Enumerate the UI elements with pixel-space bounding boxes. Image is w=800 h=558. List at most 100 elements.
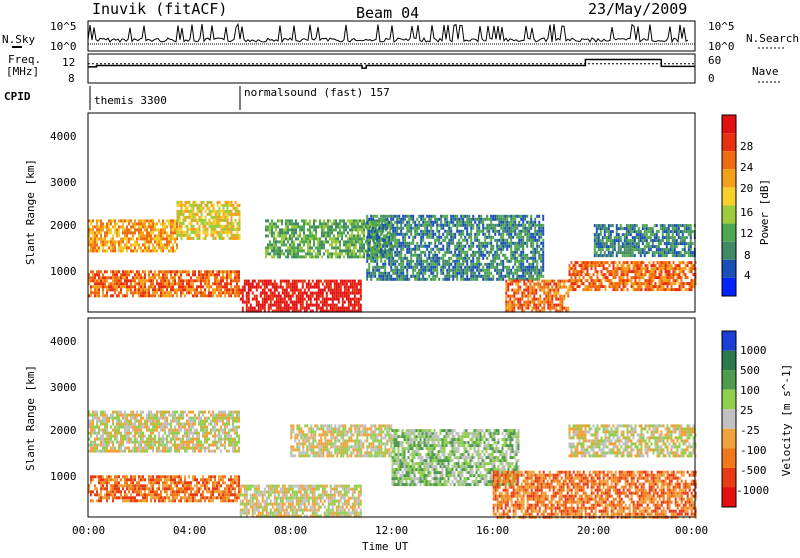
heat-cell [252, 283, 254, 286]
heat-cell [221, 231, 223, 234]
heat-cell [174, 240, 176, 243]
heat-cell [314, 292, 316, 295]
heat-cell [534, 224, 536, 227]
heat-cell [454, 248, 456, 251]
heat-cell [301, 246, 303, 249]
heat-cell [547, 292, 549, 295]
heat-cell [390, 248, 392, 251]
heat-cell [110, 282, 112, 285]
heat-cell [200, 282, 202, 285]
heat-cell [551, 295, 553, 298]
heat-cell [142, 288, 144, 291]
heat-cell [242, 301, 244, 304]
heat-cell [541, 289, 543, 292]
power-cbar-tick-4: 4 [744, 269, 751, 282]
heat-cell [282, 289, 284, 292]
heat-cell [146, 246, 148, 249]
heat-cell [460, 248, 462, 251]
heat-cell [128, 285, 130, 288]
heat-cell [622, 254, 624, 257]
heat-cell [689, 261, 691, 264]
heat-cell [313, 243, 315, 246]
heat-cell [384, 245, 386, 248]
heat-cell [239, 225, 241, 228]
heat-cell [632, 254, 634, 257]
heat-cell [98, 285, 100, 288]
heat-cell [200, 273, 202, 276]
heat-cell [144, 282, 146, 285]
heat-cell [356, 292, 358, 295]
heat-cell [214, 291, 216, 294]
heat-cell [295, 246, 297, 249]
heat-cell [518, 260, 520, 263]
heat-cell [238, 279, 240, 282]
heat-cell [540, 224, 542, 227]
heat-cell [378, 227, 380, 230]
heat-cell [280, 286, 282, 289]
heat-cell [96, 279, 98, 282]
heat-cell [277, 255, 279, 258]
heat-cell [305, 240, 307, 243]
heat-cell [353, 219, 355, 222]
heat-cell [211, 216, 213, 219]
heat-cell [482, 230, 484, 233]
heat-cell [98, 279, 100, 282]
heat-cell [652, 254, 654, 257]
heat-cell [260, 304, 262, 307]
heat-cell [338, 307, 340, 310]
heat-cell [488, 236, 490, 239]
heat-cell [500, 224, 502, 227]
heat-cell [669, 270, 671, 273]
heat-cell [142, 276, 144, 279]
heat-cell [640, 251, 642, 254]
heat-cell [104, 285, 106, 288]
heat-cell [610, 242, 612, 245]
heat-cell [154, 288, 156, 291]
heat-cell [138, 225, 140, 228]
heat-cell [134, 222, 136, 225]
heat-cell [177, 213, 179, 216]
heat-cell [164, 243, 166, 246]
heat-cell [424, 260, 426, 263]
freq-ytick-bottom: 8 [68, 72, 75, 85]
heat-cell [394, 272, 396, 275]
heat-cell [98, 273, 100, 276]
heat-cell [664, 242, 666, 245]
heat-cell [378, 221, 380, 224]
heat-cell [454, 215, 456, 218]
heat-cell [534, 260, 536, 263]
heat-cell [618, 251, 620, 254]
heat-cell [528, 224, 530, 227]
heat-cell [195, 204, 197, 207]
heat-cell [608, 239, 610, 242]
heat-cell [679, 270, 681, 273]
heat-cell [104, 231, 106, 234]
heat-cell [615, 276, 617, 279]
heat-cell [549, 292, 551, 295]
heat-cell [532, 245, 534, 248]
heat-cell [134, 291, 136, 294]
heat-cell [432, 224, 434, 227]
heat-cell [176, 222, 178, 225]
heat-cell [134, 282, 136, 285]
heat-cell [130, 246, 132, 249]
heat-cell [160, 285, 162, 288]
heat-cell [144, 234, 146, 237]
heat-cell [642, 251, 644, 254]
heat-cell [174, 237, 176, 240]
heat-cell [148, 276, 150, 279]
heat-cell [252, 280, 254, 283]
heat-cell [684, 251, 686, 254]
heat-cell [124, 279, 126, 282]
heat-cell [652, 239, 654, 242]
heat-cell [126, 294, 128, 297]
heat-cell [398, 233, 400, 236]
heat-cell [372, 275, 374, 278]
heat-cell [472, 215, 474, 218]
heat-cell [648, 230, 650, 233]
heat-cell [320, 292, 322, 295]
heat-cell [448, 272, 450, 275]
heat-cell [226, 285, 228, 288]
heat-cell [679, 267, 681, 270]
heat-cell [348, 301, 350, 304]
